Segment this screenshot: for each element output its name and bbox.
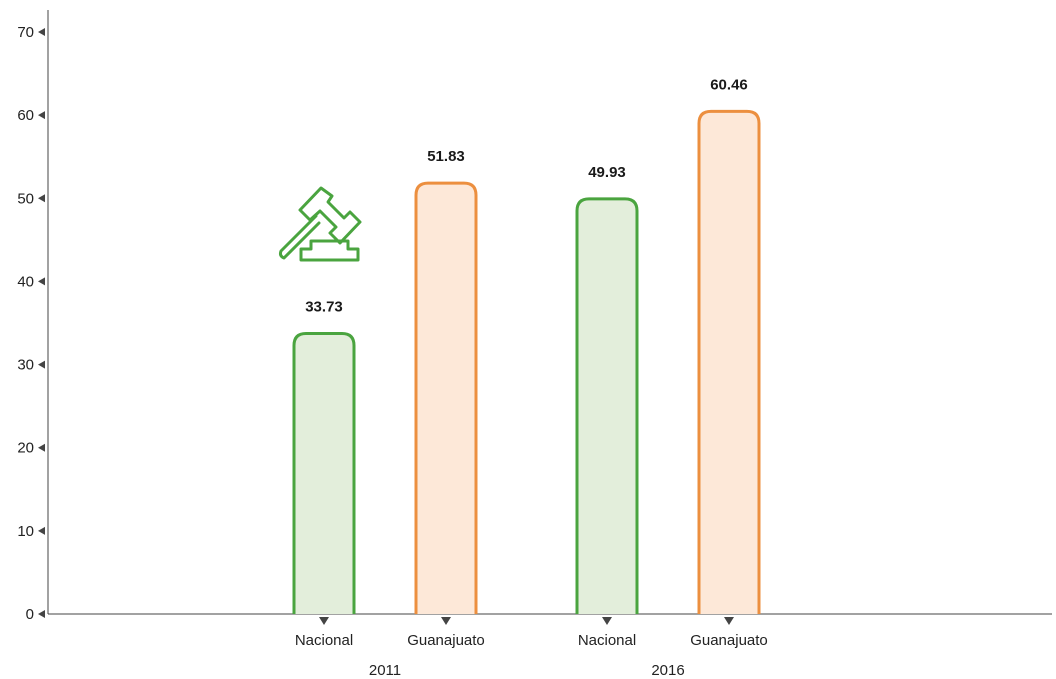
- x-tick-label: Guanajuato: [407, 632, 485, 649]
- y-tick-label: 60: [17, 107, 34, 124]
- y-tick-marker: [38, 111, 45, 120]
- group-label: 2011: [369, 662, 401, 679]
- x-tick-marker: [441, 617, 451, 625]
- y-tick-label: 40: [17, 273, 34, 290]
- data-label: 33.73: [305, 299, 343, 316]
- y-tick-label: 20: [17, 440, 34, 457]
- x-tick-marker: [319, 617, 329, 625]
- gavel-base-shape: [299, 239, 360, 262]
- y-tick-marker: [38, 277, 45, 286]
- y-tick-marker: [38, 610, 45, 618]
- y-tick-marker: [38, 443, 45, 452]
- bar: [414, 181, 478, 614]
- gavel-icon: [278, 186, 362, 262]
- y-tick-marker: [38, 194, 45, 203]
- bar-fill: [416, 183, 476, 615]
- y-tick-label: 50: [17, 190, 34, 207]
- bar-fill: [577, 198, 637, 614]
- bar-fill: [699, 111, 759, 614]
- y-axis: 0 10 20 30 40 50 60 70: [17, 10, 49, 623]
- bars: [292, 109, 761, 615]
- y-tick-marker: [38, 28, 45, 36]
- y-tick-label: 10: [17, 523, 34, 540]
- x-tick-marker: [602, 617, 612, 625]
- bar: [575, 197, 639, 614]
- group-labels: 2011 2016: [369, 662, 685, 679]
- y-tick-label: 30: [17, 357, 34, 374]
- y-tick-marker: [38, 360, 45, 369]
- group-label: 2016: [651, 662, 684, 679]
- bar-fill: [294, 333, 354, 614]
- y-tick-label: 70: [17, 24, 34, 41]
- x-tick-label: Guanajuato: [690, 632, 768, 649]
- x-tick-marker: [724, 617, 734, 625]
- x-tick-label: Nacional: [578, 632, 636, 649]
- x-tick-label: Nacional: [295, 632, 353, 649]
- category-labels: Nacional Guanajuato Nacional Guanajuato: [295, 617, 768, 649]
- data-label: 51.83: [427, 148, 465, 165]
- y-tick-label: 0: [26, 606, 34, 623]
- gavel-handle-shape: [278, 214, 321, 260]
- data-label: 60.46: [710, 76, 748, 93]
- bar: [292, 332, 356, 614]
- bar: [697, 109, 761, 614]
- y-tick-marker: [38, 526, 45, 535]
- data-labels: 33.73 51.83 49.93 60.46: [305, 76, 748, 315]
- data-label: 49.93: [588, 164, 626, 181]
